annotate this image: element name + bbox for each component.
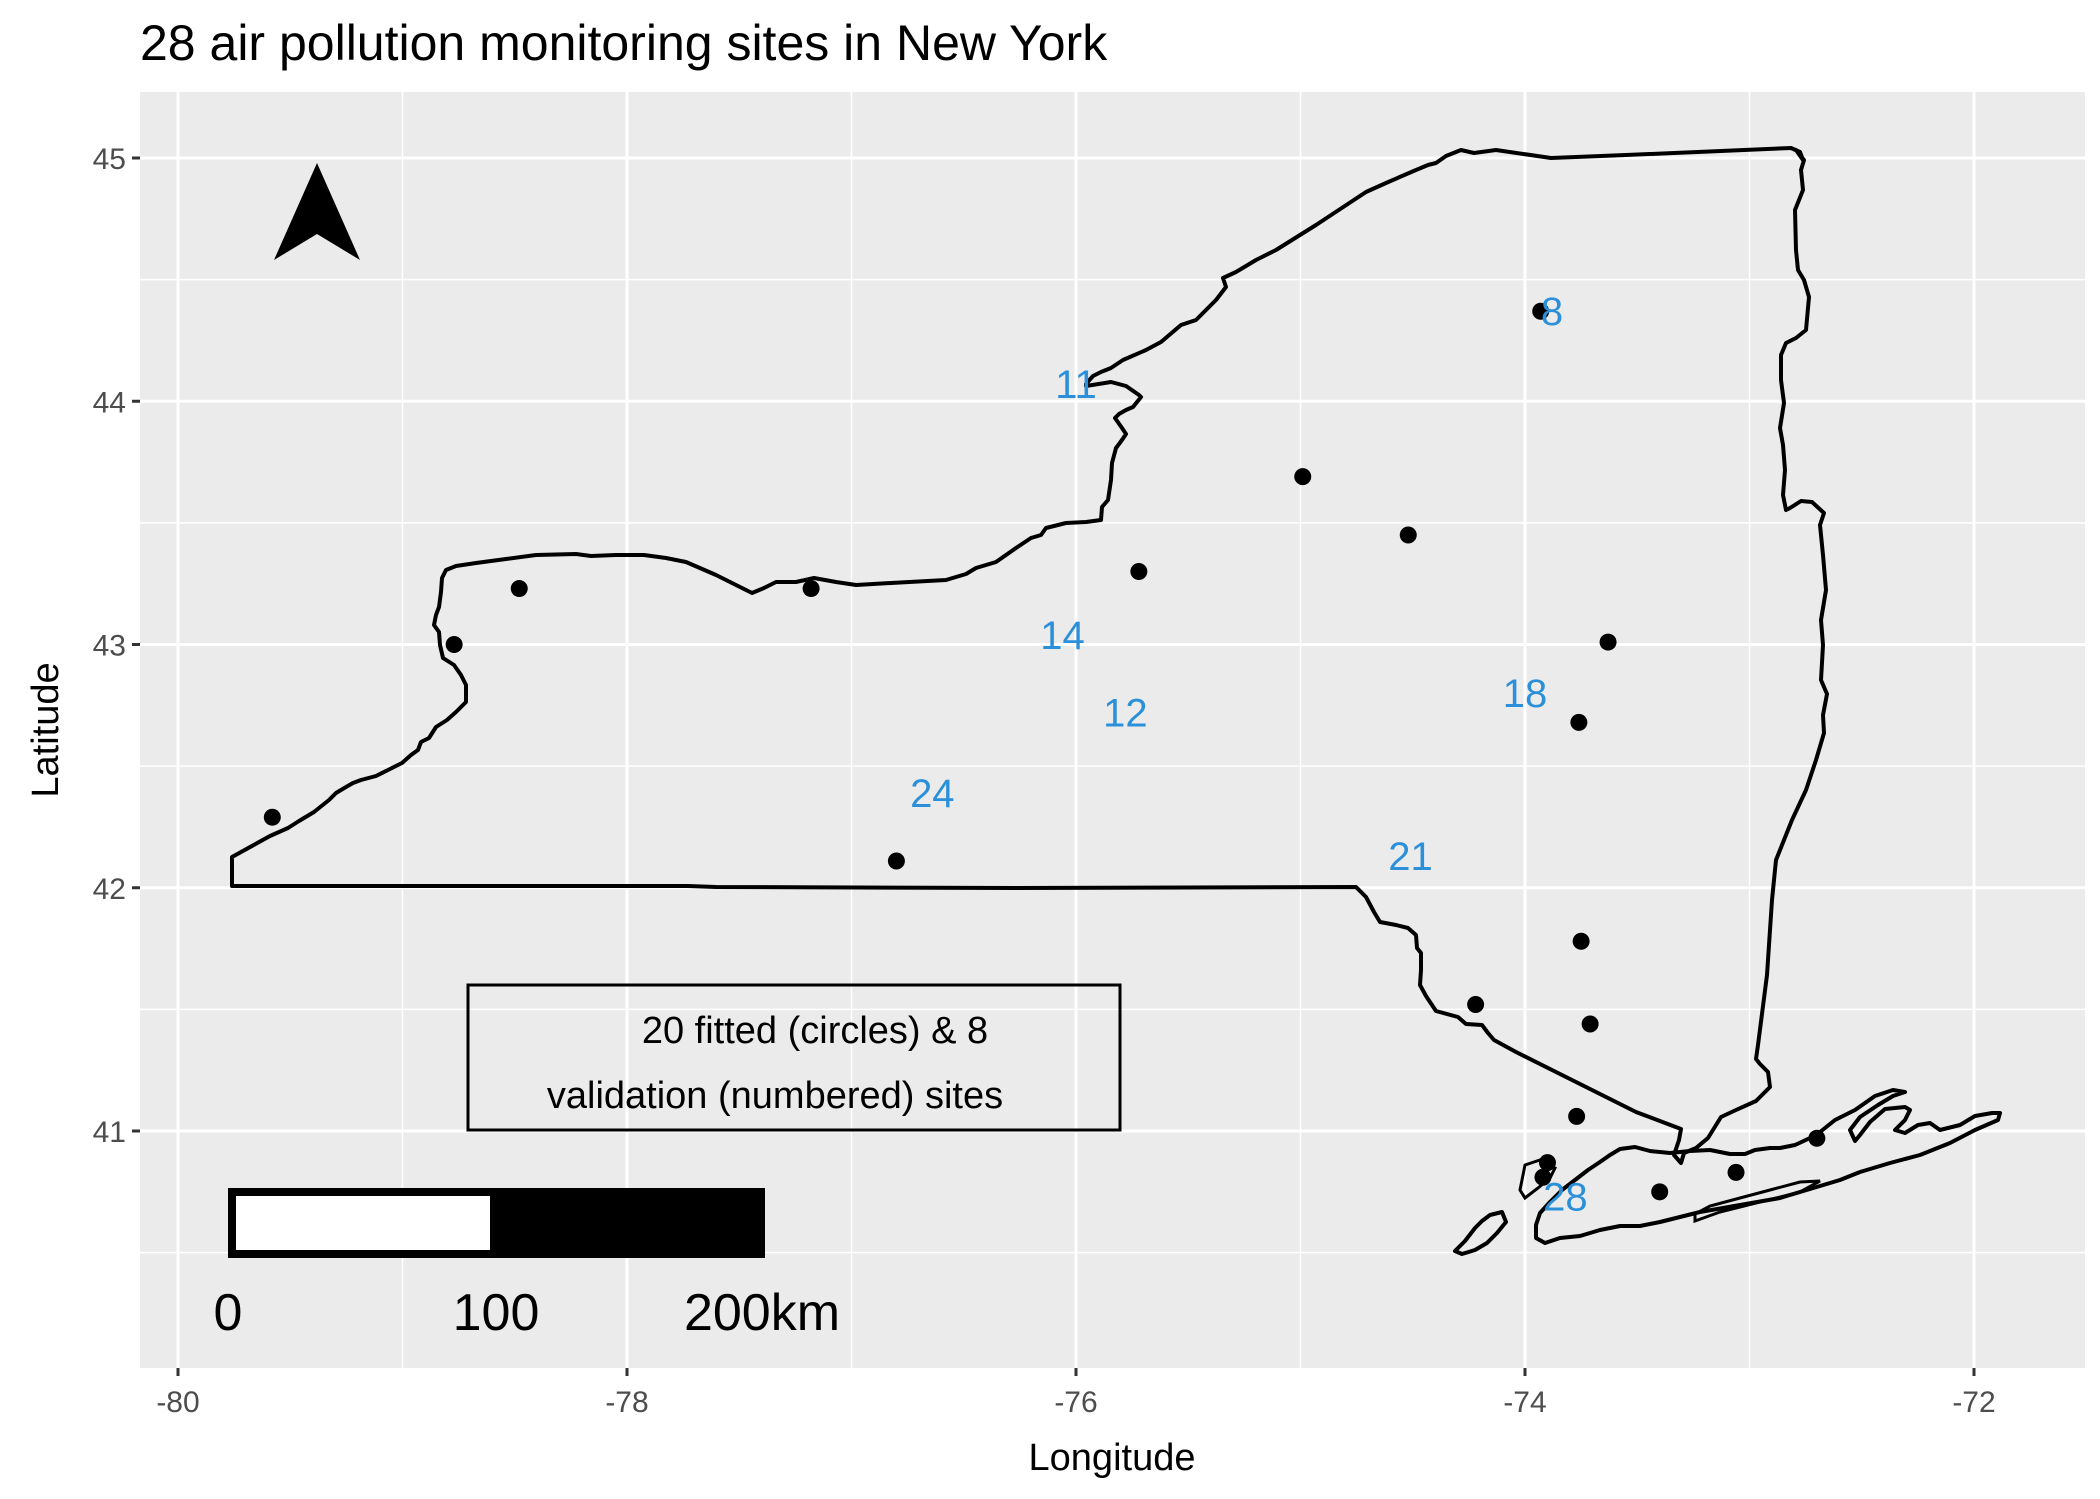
long-island-outline (1534, 1088, 2002, 1245)
y-tick-label: 42 (93, 873, 126, 906)
fitted-site-point (1294, 468, 1312, 486)
validation-site-label: 18 (1503, 672, 1548, 716)
long-island-south-fork (1693, 1179, 1821, 1224)
fitted-site-point (1130, 563, 1148, 581)
fitted-site-point (1599, 633, 1617, 651)
annotation-box: 20 fitted (circles) & 8 validation (numb… (466, 983, 1122, 1132)
y-axis: 41 42 43 44 45 (93, 143, 140, 1149)
x-axis-label: Longitude (1029, 1437, 1196, 1479)
chart-title: 28 air pollution monitoring sites in New… (140, 15, 1108, 71)
new-york-state-outline (230, 146, 1829, 1165)
fitted-site-point (1399, 526, 1417, 544)
validation-sites: 8 11 14 12 18 24 21 28 (910, 290, 1588, 1219)
annotation-line-1: 20 fitted (circles) & 8 (642, 1010, 988, 1052)
scale-label-200km: 200km (684, 1284, 840, 1342)
validation-site-label: 12 (1103, 692, 1148, 736)
y-tick-label: 43 (93, 630, 126, 663)
fitted-site-point (802, 580, 820, 598)
x-tick-label: -78 (605, 1386, 648, 1419)
north-arrow-icon (274, 163, 360, 260)
fitted-site-point (1534, 1168, 1552, 1186)
fitted-site-point (445, 636, 463, 653)
annotation-line-2: validation (numbered) sites (547, 1075, 1003, 1117)
plot-panel (140, 92, 2085, 1368)
scale-bar: 0 100 200km (214, 1188, 840, 1342)
x-tick-label: -74 (1503, 1386, 1546, 1419)
fitted-site-point (1808, 1129, 1826, 1147)
y-tick-label: 41 (93, 1116, 126, 1149)
fitted-site-point (887, 852, 905, 870)
validation-site-label: 14 (1040, 614, 1085, 658)
staten-island-outline (1453, 1210, 1508, 1256)
validation-site-label: 24 (910, 772, 955, 816)
fitted-site-point (1532, 302, 1550, 320)
x-tick-label: -80 (156, 1386, 199, 1419)
fitted-site-point (510, 580, 528, 598)
y-axis-label: Latitude (25, 662, 67, 797)
validation-site-label: 28 (1543, 1176, 1588, 1220)
validation-site-label: 11 (1055, 363, 1097, 407)
fitted-site-point (1570, 713, 1588, 731)
x-axis: -80 -78 -76 -74 -72 (156, 1368, 1996, 1419)
fitted-site-point (1538, 1154, 1556, 1172)
fitted-site-point (1568, 1107, 1586, 1125)
fitted-site-point (1572, 932, 1590, 950)
fitted-site-point (1727, 1163, 1745, 1181)
fitted-site-point (1651, 1183, 1669, 1201)
fitted-site-point (1467, 996, 1485, 1014)
fitted-sites (263, 302, 1826, 1201)
x-tick-label: -72 (1952, 1386, 1995, 1419)
scale-label-0: 0 (214, 1284, 243, 1342)
fitted-site-point (1581, 1015, 1599, 1033)
y-tick-label: 45 (93, 143, 126, 176)
validation-site-label: 21 (1388, 835, 1433, 879)
fitted-site-point (263, 808, 281, 826)
scale-label-100: 100 (453, 1284, 540, 1342)
y-tick-label: 44 (93, 386, 126, 419)
x-tick-label: -76 (1054, 1386, 1097, 1419)
validation-site-label: 8 (1541, 290, 1563, 334)
